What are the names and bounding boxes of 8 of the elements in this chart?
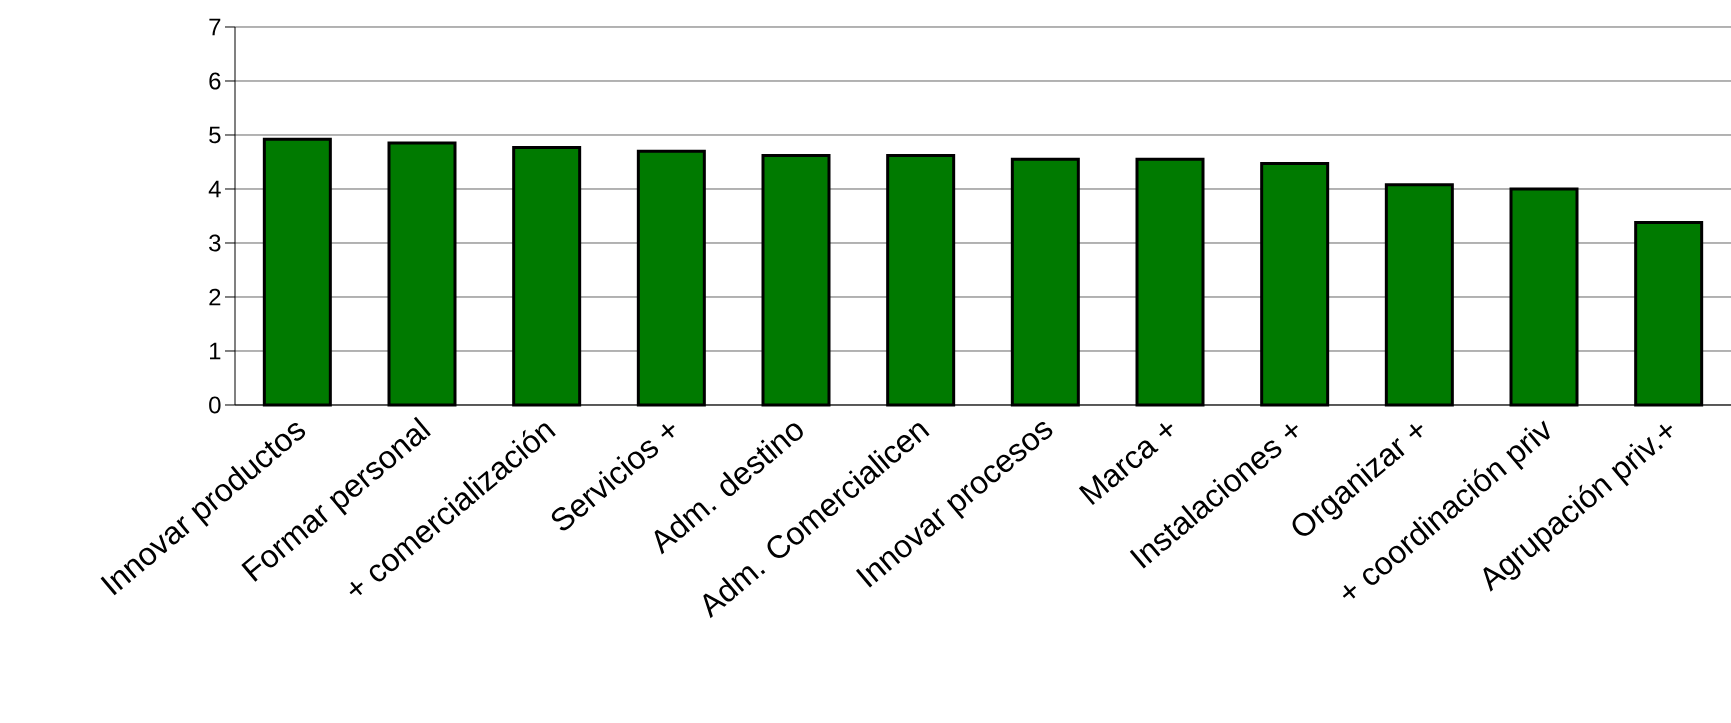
y-tick-label: 0	[209, 396, 221, 414]
y-tick-label: 7	[209, 18, 221, 36]
y-tick-label: 2	[209, 288, 221, 306]
y-tick-label: 1	[210, 342, 221, 360]
y-tick-label: 5	[209, 126, 221, 144]
y-tick-label: 3	[209, 234, 221, 252]
y-tick-label: 4	[208, 180, 221, 198]
y-tick-label: 6	[209, 72, 221, 90]
